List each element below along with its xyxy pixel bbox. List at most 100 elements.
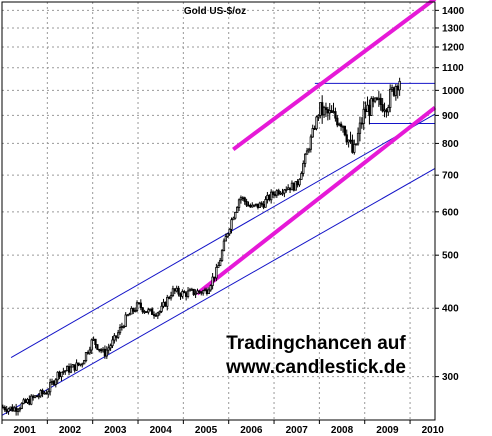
candle-body <box>358 122 362 134</box>
candle-body <box>268 194 271 201</box>
candle-body <box>392 87 396 96</box>
candle <box>338 122 341 127</box>
candle <box>373 97 377 104</box>
candle <box>154 312 158 317</box>
candle <box>137 302 141 305</box>
candle <box>247 201 250 207</box>
y-tick-label: 900 <box>442 111 459 122</box>
candle-body <box>213 276 216 279</box>
candle <box>220 249 224 262</box>
candle <box>385 108 388 118</box>
candle-body <box>256 203 260 208</box>
candle <box>37 393 40 400</box>
candle-body <box>86 352 90 354</box>
candle <box>60 371 63 381</box>
candle <box>311 124 314 138</box>
candle-body <box>107 347 110 351</box>
candle <box>256 203 260 210</box>
candle <box>349 131 352 144</box>
candle-body <box>14 407 18 412</box>
candle <box>341 125 345 133</box>
candle <box>319 102 322 119</box>
candle-body <box>71 364 74 368</box>
candle-body <box>88 349 91 354</box>
x-tick-label: 2003 <box>104 425 127 436</box>
candle <box>290 180 294 191</box>
candle <box>3 405 6 412</box>
candle <box>169 291 173 301</box>
candle <box>234 211 237 220</box>
candle-body <box>192 288 195 295</box>
candle-body <box>116 332 120 338</box>
candle <box>324 102 328 118</box>
candle-body <box>234 211 237 219</box>
candle-body <box>247 204 250 207</box>
candle-body <box>372 98 375 102</box>
candle-body <box>186 290 190 297</box>
candlesticks <box>1 77 401 416</box>
candle <box>368 99 371 125</box>
candle-body <box>158 311 161 314</box>
candle <box>330 105 333 113</box>
candle-body <box>273 194 277 196</box>
candle-body <box>109 345 112 349</box>
candle <box>31 394 35 401</box>
candle-body <box>130 307 133 315</box>
candle-body <box>64 370 67 373</box>
candle-body <box>305 150 309 155</box>
candle <box>207 287 210 295</box>
candle <box>113 333 116 344</box>
candle-body <box>209 285 212 291</box>
candle <box>345 129 348 145</box>
candle <box>48 378 52 396</box>
candle-body <box>326 109 329 114</box>
candle <box>94 338 97 349</box>
candle-body <box>188 289 192 292</box>
candle-body <box>101 348 105 352</box>
candle <box>54 378 57 388</box>
trend-upper-line <box>232 0 437 152</box>
candle <box>109 343 112 351</box>
candle <box>71 363 74 368</box>
candle-body <box>205 289 209 294</box>
candle-body <box>183 291 186 294</box>
candle-body <box>173 288 176 292</box>
candle-body <box>366 104 369 113</box>
candle-body <box>54 379 57 385</box>
candle-body <box>92 338 95 341</box>
candle <box>339 121 343 131</box>
candle-body <box>249 204 252 208</box>
candle-body <box>381 104 384 112</box>
candle-body <box>324 107 328 110</box>
candle-body <box>162 301 165 307</box>
candle-body <box>319 102 322 116</box>
candle-body <box>45 392 48 395</box>
candle-body <box>377 97 381 100</box>
x-tick-label: 2005 <box>195 425 218 436</box>
candle-body <box>353 143 356 153</box>
candle-body <box>368 104 371 116</box>
candle <box>219 257 222 267</box>
candle <box>81 362 84 368</box>
candle-body <box>287 187 290 190</box>
candle <box>245 198 248 207</box>
candle-body <box>338 123 341 126</box>
candle <box>241 196 244 201</box>
candle <box>230 217 233 234</box>
candle <box>126 314 129 317</box>
candle <box>326 106 329 121</box>
candle <box>26 397 29 405</box>
candle <box>69 363 73 374</box>
candle-body <box>149 308 152 311</box>
y-tick-label: 1200 <box>442 42 465 53</box>
candle <box>160 302 163 314</box>
candle <box>356 127 360 146</box>
candle-body <box>283 189 286 194</box>
candle-body <box>341 125 345 128</box>
candle <box>254 203 258 207</box>
candle <box>194 289 197 299</box>
x-tick-label: 2008 <box>331 425 354 436</box>
candle <box>41 388 44 398</box>
candle-body <box>30 395 33 405</box>
candle <box>133 307 137 313</box>
